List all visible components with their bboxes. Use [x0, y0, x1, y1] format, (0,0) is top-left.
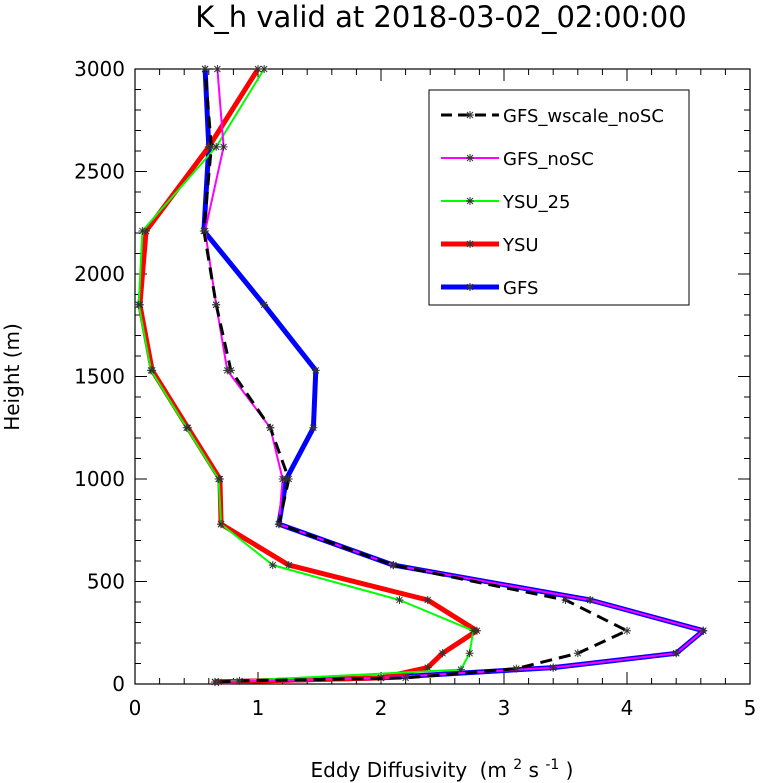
x-axis-label-unit-mid: s — [529, 758, 539, 782]
data-point-ysu-25 — [138, 226, 147, 235]
data-point-gfs-wscale-nosc — [226, 366, 235, 375]
y-tick-label: 3000 — [74, 57, 125, 81]
data-point-gfs-wscale-nosc — [284, 475, 293, 483]
legend-label-gfs-nosc: GFS_noSC — [503, 149, 594, 170]
data-point-ysu-25 — [212, 142, 221, 151]
data-point-gfs-wscale-nosc — [573, 649, 582, 658]
x-axis-label: Eddy Diffusivity (m 2 s -1 ) — [311, 750, 574, 782]
data-point-gfs-wscale-nosc — [274, 520, 283, 529]
x-tick-label: 2 — [375, 696, 388, 720]
data-point-gfs-wscale-nosc — [201, 65, 210, 73]
x-axis: 0 1 2 3 4 5 — [129, 69, 757, 720]
data-point-ysu-25 — [146, 366, 155, 375]
chart-title: K_h valid at 2018-03-02_02:00:00 — [195, 0, 686, 34]
x-tick-label: 0 — [129, 696, 142, 720]
legend-marker-gfs — [466, 283, 474, 291]
x-axis-label-unit-sup1: 2 — [513, 757, 522, 773]
series-line-ysu — [137, 67, 480, 685]
data-point-ysu-25 — [260, 65, 269, 73]
y-axis: 0 500 1000 1500 2000 2500 3000 — [74, 57, 750, 696]
data-point-gfs-wscale-nosc — [212, 300, 221, 309]
x-tick-label: 3 — [498, 696, 511, 720]
data-point-gfs-wscale-nosc — [561, 595, 570, 604]
data-point-ysu — [423, 663, 432, 672]
legend-entry-gfs-nosc: GFS_noSC — [441, 149, 594, 170]
data-point-ysu — [284, 561, 293, 570]
data-point-ysu — [254, 65, 262, 73]
legend-entry-gfs-wscale-nosc: GFS_wscale_noSC — [441, 106, 664, 127]
y-tick-label: 2500 — [74, 160, 125, 184]
legend-label-gfs: GFS — [503, 278, 538, 299]
data-point-ysu-25 — [217, 520, 226, 529]
data-point-gfs-nosc — [219, 142, 228, 151]
legend-marker-gfs-wscale-nosc — [466, 111, 474, 119]
series-line-ysu-25 — [137, 68, 475, 683]
y-tick-label: 500 — [87, 570, 125, 594]
legend-marker-gfs-nosc — [466, 154, 474, 162]
legend-marker-ysu-25 — [466, 197, 474, 205]
data-point-gfs-nosc — [699, 626, 708, 635]
x-axis-label-unit-sup2: -1 — [545, 757, 559, 773]
data-point-ysu-25 — [465, 649, 474, 658]
data-point-ysu — [438, 649, 447, 658]
data-point-ysu-25 — [268, 561, 277, 570]
data-point-gfs-nosc — [278, 475, 287, 483]
data-point-gfs-nosc — [586, 595, 595, 604]
series-ysu-25 — [134, 65, 478, 686]
x-axis-label-text: Eddy Diffusivity — [311, 758, 468, 782]
series-line-gfs-wscale-nosc — [202, 68, 629, 684]
x-tick-label: 4 — [621, 696, 634, 720]
x-tick-label: 1 — [252, 696, 265, 720]
y-tick-label: 2000 — [74, 262, 125, 286]
data-point-gfs-wscale-nosc — [214, 677, 223, 686]
legend-label-gfs-wscale-nosc: GFS_wscale_noSC — [503, 106, 664, 127]
y-axis-label: Height (m) — [0, 323, 24, 431]
series-layer — [134, 65, 708, 686]
legend-label-ysu-25: YSU_25 — [502, 192, 571, 213]
data-point-gfs-wscale-nosc — [512, 664, 521, 673]
legend-box — [428, 89, 690, 306]
legend-entry-ysu: YSU — [441, 235, 539, 256]
data-point-gfs-wscale-nosc — [401, 673, 410, 682]
data-point-gfs-nosc — [213, 65, 222, 73]
y-tick-label: 0 — [112, 672, 125, 696]
x-tick-label: 5 — [744, 696, 757, 720]
series-gfs-wscale-nosc — [199, 65, 631, 686]
data-point-gfs — [260, 300, 269, 309]
legend-entry-ysu-25: YSU_25 — [441, 192, 571, 213]
data-point-gfs-wscale-nosc — [207, 142, 216, 151]
data-point-gfs-nosc — [549, 663, 558, 672]
data-point-ysu — [423, 595, 432, 604]
x-axis-label-unit-end: ) — [566, 758, 574, 782]
data-point-ysu-25 — [182, 423, 191, 432]
legend-marker-ysu — [466, 240, 474, 248]
data-point-gfs-wscale-nosc — [389, 561, 398, 570]
legend: GFS_wscale_noSC GFS_noSC YSU_25 YSU GFS — [441, 106, 664, 299]
legend-label-ysu: YSU — [502, 235, 539, 256]
data-point-gfs-wscale-nosc — [266, 423, 275, 432]
data-point-ysu-25 — [469, 626, 478, 635]
data-point-ysu-25 — [134, 300, 143, 309]
y-tick-label: 1500 — [74, 365, 125, 389]
data-point-gfs-wscale-nosc — [199, 226, 208, 235]
y-tick-label: 1000 — [74, 467, 125, 491]
data-point-ysu-25 — [214, 475, 223, 483]
data-point-gfs — [311, 366, 320, 375]
data-point-ysu-25 — [395, 595, 404, 604]
data-point-gfs-nosc — [672, 649, 681, 658]
data-point-ysu-25 — [456, 665, 465, 674]
x-axis-label-unit: (m — [480, 758, 507, 782]
legend-entry-gfs: GFS — [441, 278, 538, 299]
data-point-gfs-wscale-nosc — [235, 676, 244, 685]
data-point-gfs-wscale-nosc — [623, 626, 631, 635]
data-point-gfs — [309, 423, 318, 432]
